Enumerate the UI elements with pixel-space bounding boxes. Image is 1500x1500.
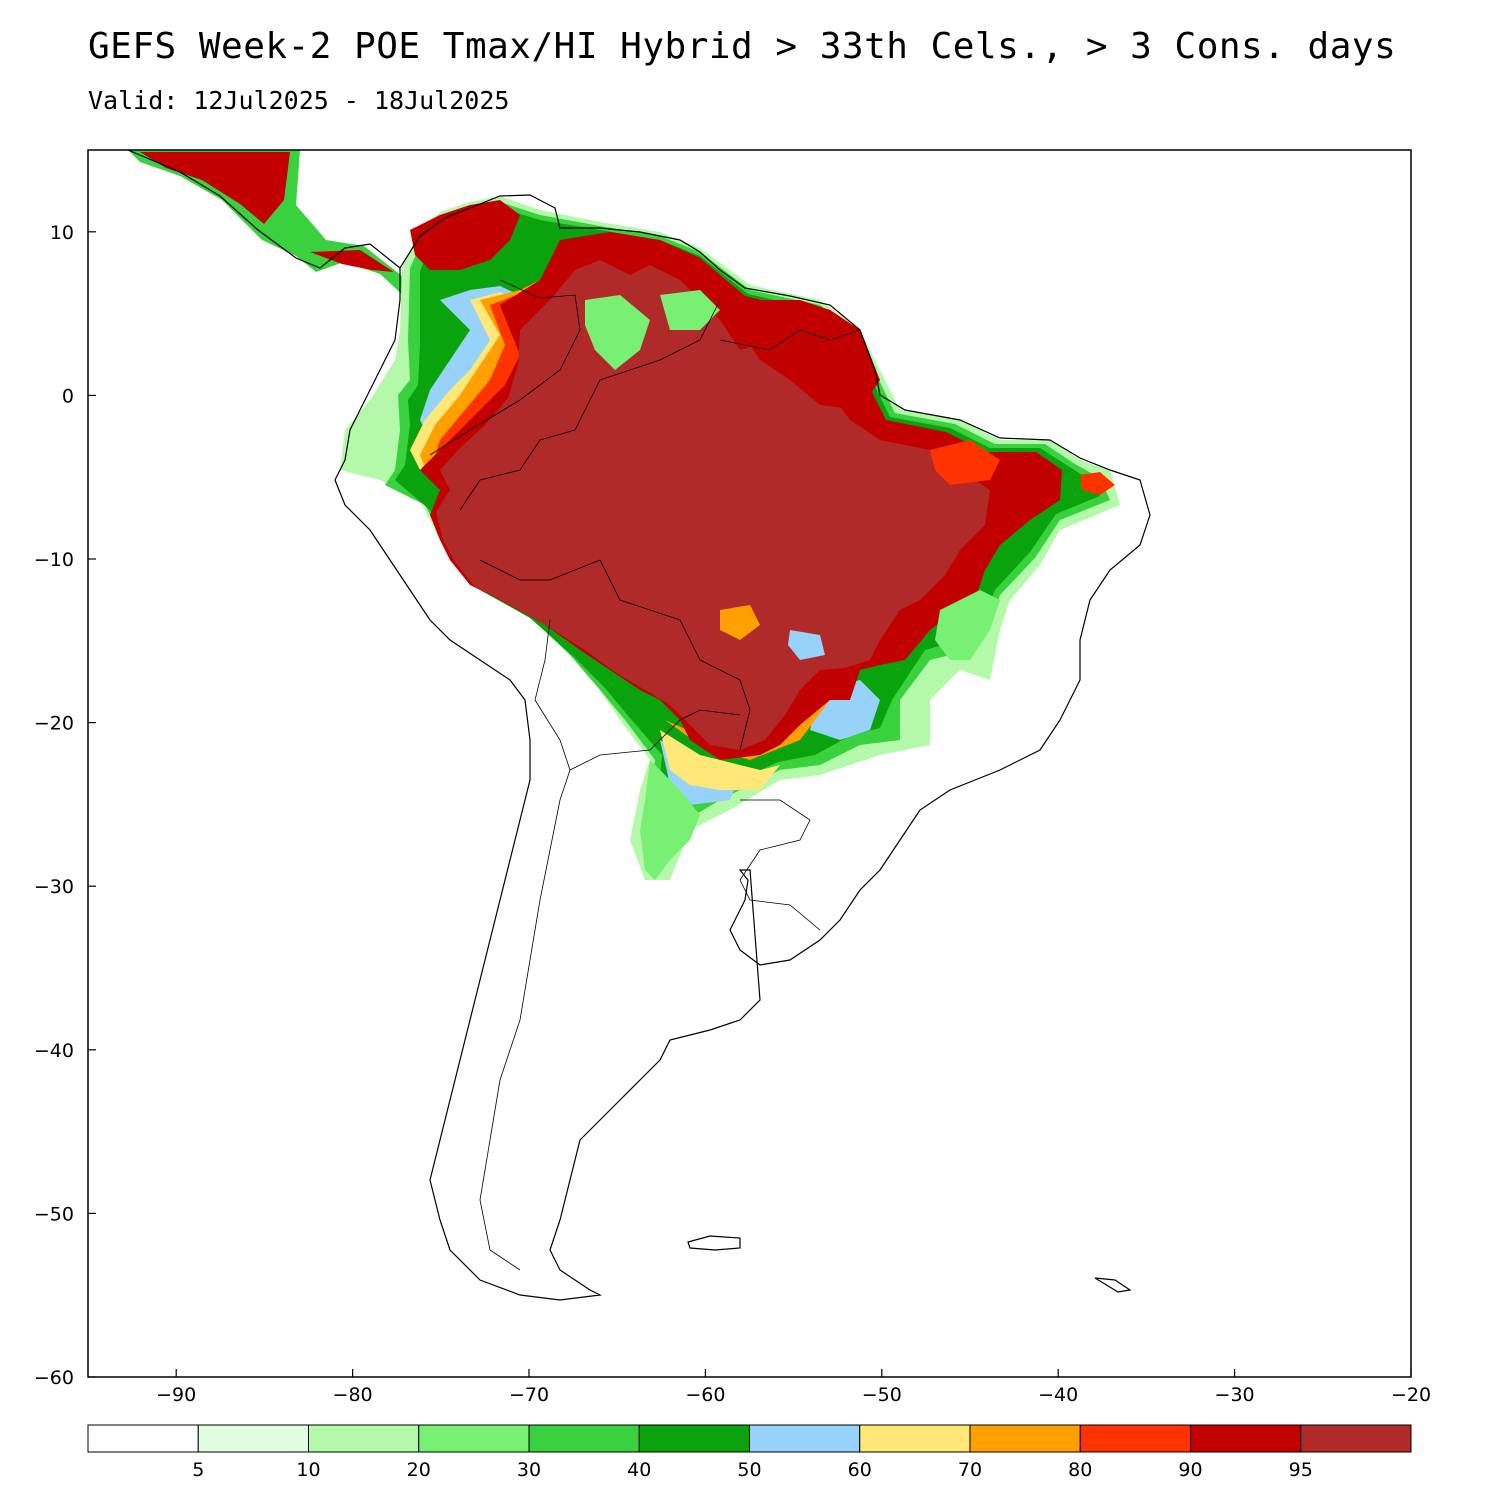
- legend-swatch: [197, 1424, 309, 1453]
- coastline-south-georgia: [1094, 1277, 1132, 1293]
- legend-swatch: [638, 1424, 750, 1453]
- shade-venezuela-red: [410, 200, 520, 270]
- legend-swatch: [859, 1424, 971, 1453]
- border-interior-2: [459, 299, 721, 511]
- shade-east-green: [935, 590, 1000, 660]
- legend-label: 60: [848, 1459, 872, 1481]
- lat-tick-label: −30: [34, 876, 74, 898]
- legend-swatch: [969, 1424, 1081, 1453]
- legend-label: 10: [296, 1459, 320, 1481]
- legend-label: 40: [627, 1459, 651, 1481]
- lat-tick-label: 0: [62, 385, 74, 407]
- valid-date-range: Valid: 12Jul2025 - 18Jul2025: [88, 86, 510, 115]
- coastline-central-america: [127, 149, 401, 269]
- shade-ne-orange: [930, 440, 1000, 485]
- latitude-axis: 10 0 −10 −20 −30 −40 −50 −60: [34, 222, 96, 1389]
- lon-tick-label: −70: [509, 1384, 549, 1406]
- lat-tick-label: −40: [34, 1040, 74, 1062]
- legend-label: 5: [192, 1459, 204, 1481]
- legend-swatch: [87, 1424, 199, 1453]
- lon-tick-label: −40: [1038, 1384, 1078, 1406]
- shade-brown-core: [436, 260, 990, 750]
- shade-blue-spot: [788, 630, 825, 660]
- shade-central-america-red: [140, 152, 290, 224]
- lat-tick-label: 10: [50, 222, 74, 244]
- shade-guiana-red: [740, 300, 880, 410]
- shade-green-hole2: [660, 290, 720, 330]
- color-bar-legend: 5 10 20 30 40 50 60 70 80 90 95: [87, 1424, 1412, 1481]
- legend-swatch: [749, 1424, 861, 1453]
- coastline-falklands: [687, 1235, 741, 1251]
- border-interior-3: [479, 559, 751, 751]
- lat-tick-label: −20: [34, 713, 74, 735]
- lat-tick-label: −10: [34, 549, 74, 571]
- shade-south-green-tail: [640, 760, 700, 880]
- legend-label: 80: [1068, 1459, 1092, 1481]
- legend-swatch: [1300, 1424, 1412, 1453]
- border-interior-6: [739, 799, 821, 931]
- legend-swatch: [308, 1424, 420, 1453]
- legend-swatch: [418, 1424, 530, 1453]
- longitude-axis: −90 −80 −70 −60 −50 −40 −30 −20: [156, 1369, 1431, 1406]
- legend-label: 70: [958, 1459, 982, 1481]
- legend-swatch: [1079, 1424, 1191, 1453]
- lon-tick-label: −30: [1215, 1384, 1255, 1406]
- legend-swatch: [1190, 1424, 1302, 1453]
- shade-orange-spot: [720, 605, 760, 640]
- shading-layer: [128, 150, 1120, 880]
- coastline-south-america: [334, 194, 1151, 1301]
- legend-label: 50: [737, 1459, 761, 1481]
- legend-label: 20: [407, 1459, 431, 1481]
- lon-tick-label: −80: [333, 1384, 373, 1406]
- lon-tick-label: −90: [156, 1384, 196, 1406]
- border-interior-4: [534, 619, 741, 771]
- lon-tick-label: −20: [1391, 1384, 1431, 1406]
- lat-tick-label: −50: [34, 1203, 74, 1225]
- shade-central-america-red2: [310, 250, 394, 272]
- coastline-layer: [127, 149, 1151, 1301]
- shade-green-hole1: [585, 295, 650, 370]
- legend-label: 90: [1178, 1459, 1202, 1481]
- legend-label: 30: [517, 1459, 541, 1481]
- lon-tick-label: −60: [685, 1384, 725, 1406]
- lat-tick-label: −60: [34, 1367, 74, 1389]
- border-interior-5: [479, 769, 571, 1271]
- legend-label: 95: [1289, 1459, 1313, 1481]
- map-frame: [87, 149, 1412, 1378]
- lon-tick-label: −50: [862, 1384, 902, 1406]
- border-interior-1: [429, 279, 581, 456]
- border-interior-7: [719, 329, 861, 351]
- shade-ne-orange2: [1080, 472, 1115, 495]
- legend-swatch: [528, 1424, 640, 1453]
- map-title: GEFS Week-2 POE Tmax/HI Hybrid > 33th Ce…: [88, 26, 1397, 67]
